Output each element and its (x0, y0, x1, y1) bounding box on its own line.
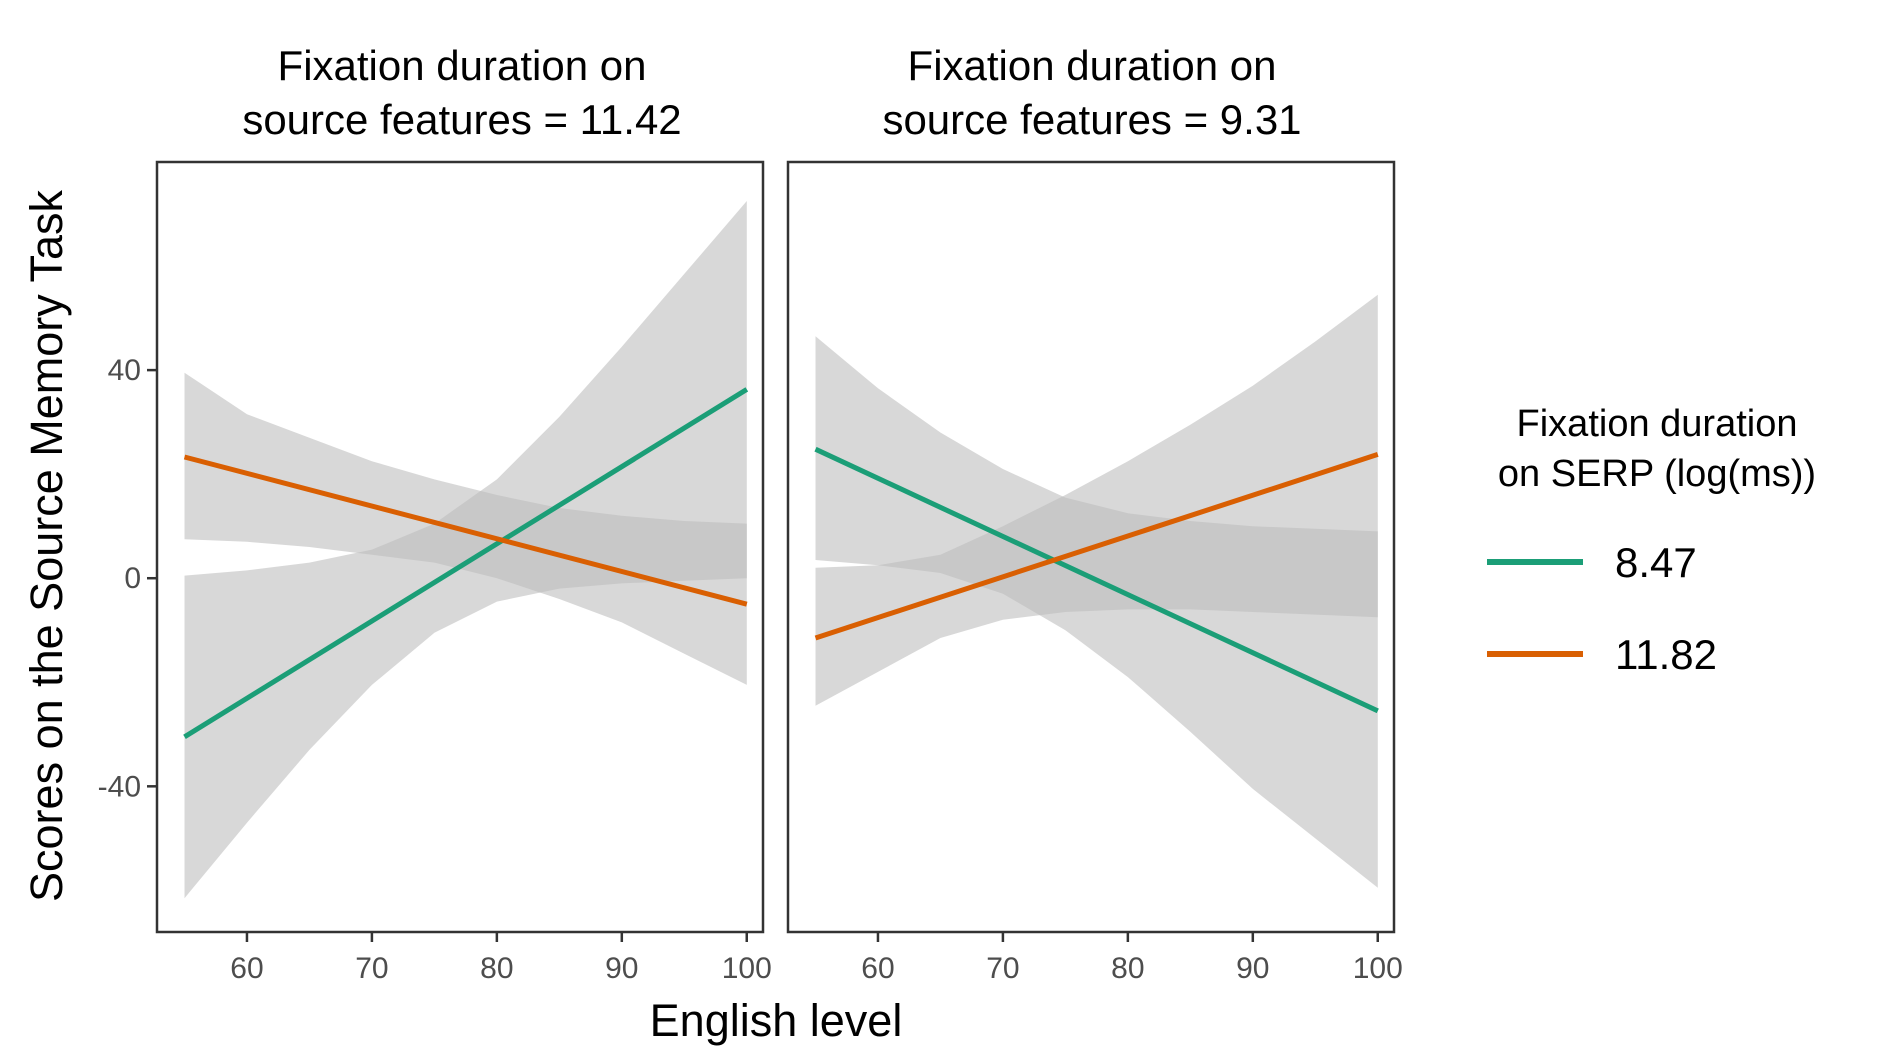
x-tick-label: 100 (1353, 952, 1403, 985)
panel-left-lines (183, 387, 749, 740)
panel-right-x-axis: 60 70 80 90 100 (861, 932, 1403, 985)
panel-left-line-1 (183, 387, 749, 740)
panel-right-title-line1: Fixation duration on (908, 42, 1277, 89)
legend-label-2: 11.82 (1615, 631, 1717, 678)
legend-label-1: 8.47 (1615, 539, 1697, 586)
panel-right-title-line2: source features = 9.31 (882, 96, 1301, 143)
x-tick-label: 60 (861, 952, 894, 985)
x-tick-label: 90 (1236, 952, 1269, 985)
x-tick-label: 70 (986, 952, 1019, 985)
x-tick-label: 100 (722, 952, 772, 985)
panel-left-border (155, 160, 765, 934)
panel-left-title-line1: Fixation duration on (278, 42, 647, 89)
panel-right-lines (814, 446, 1379, 714)
x-tick-label: 80 (1111, 952, 1144, 985)
legend-title-line2: on SERP (log(ms)) (1498, 453, 1816, 495)
y-tick-label: 0 (124, 562, 141, 595)
panel-right-line-2 (814, 452, 1379, 641)
panel-left-title-line2: source features = 11.42 (242, 96, 681, 143)
y-axis-title: Scores on the Source Memory Task (21, 190, 72, 902)
panel-left-line-2 (183, 454, 748, 607)
panel-right-ribbon-1 (815, 336, 1378, 888)
panel-left: Fixation duration on source features = 1… (98, 42, 772, 985)
y-axis: -40 0 40 (98, 354, 157, 803)
legend: Fixation duration on SERP (log(ms)) 8.47… (1487, 403, 1816, 678)
x-tick-label: 70 (355, 952, 388, 985)
panel-left-x-axis: 60 70 80 90 100 (230, 932, 772, 985)
panel-right-line-1 (814, 446, 1379, 714)
x-tick-label: 90 (605, 952, 638, 985)
panel-right: Fixation duration on source features = 9… (786, 42, 1403, 985)
legend-entries: 8.47 11.82 (1487, 539, 1717, 678)
x-axis-title: English level (650, 995, 903, 1046)
panel-right-border (786, 160, 1396, 934)
y-tick-label: -40 (98, 770, 141, 803)
legend-title-line1: Fixation duration (1517, 403, 1798, 445)
x-tick-label: 80 (480, 952, 513, 985)
x-tick-label: 60 (230, 952, 263, 985)
panel-right-ribbon-2 (815, 294, 1378, 706)
panel-right-ribbons (815, 294, 1378, 888)
y-tick-label: 40 (108, 354, 141, 387)
